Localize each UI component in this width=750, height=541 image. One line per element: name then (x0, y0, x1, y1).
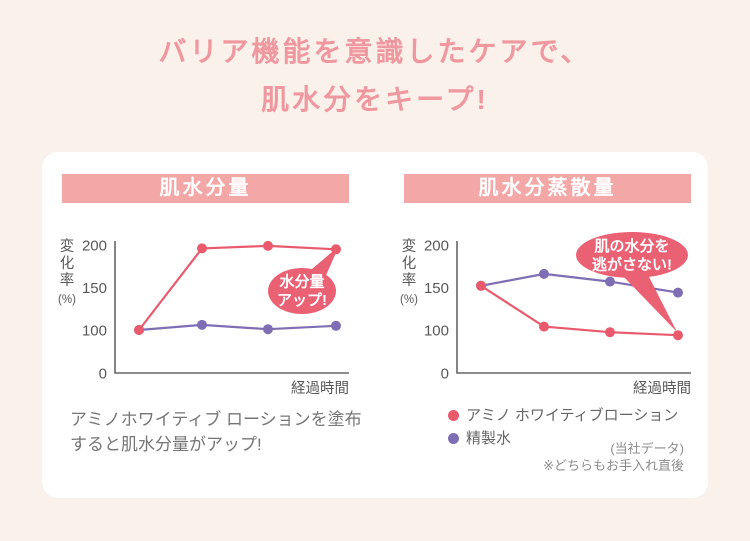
caption-line1: アミノホワイティブ ローションを塗布 (70, 410, 362, 429)
y-axis-label-char: 変 (60, 238, 75, 255)
content-card: 肌水分量 肌水分蒸散量 変化率 (%) 0 100 150 200 水分量 アップ! 経過時間 … (42, 152, 708, 498)
axes (456, 241, 691, 374)
data-point (134, 325, 144, 335)
water-dot-icon (448, 433, 459, 444)
series-line (480, 284, 679, 337)
data-point (263, 240, 273, 251)
chart-header-skin-moisture: 肌水分量 (62, 174, 349, 203)
y-axis-unit: (%) (58, 294, 76, 306)
data-point (331, 320, 341, 331)
y-tick-label: 100 (424, 323, 449, 340)
x-axis-label: 経過時間 (633, 380, 691, 397)
legend-label-lotion: アミノ ホワイティブローション (466, 407, 679, 424)
bubble-text-line2: アップ! (277, 292, 327, 309)
y-tick-label: 0 (99, 366, 107, 383)
y-tick-label: 150 (424, 280, 449, 297)
y-axis-label-char: 変 (402, 238, 417, 255)
speech-bubble (268, 268, 336, 314)
y-axis-label-char: 率 (60, 272, 75, 289)
caption-line2: すると肌水分量がアップ! (70, 435, 262, 454)
legend-item-lotion: アミノ ホワイティブローション (448, 407, 678, 424)
page-title-line2: 肌水分をキープ! (261, 84, 489, 115)
data-point (673, 330, 683, 341)
lotion-dot-icon (448, 410, 459, 421)
data-point (197, 319, 207, 330)
y-axis-label-char: 率 (402, 272, 417, 289)
data-point (263, 324, 273, 335)
y-axis-label-char: 化 (402, 255, 417, 272)
bubble-text-line2: 逃がさない! (592, 256, 672, 274)
bubble-text-line1: 肌の水分を (594, 237, 669, 255)
legend-label-water: 精製水 (466, 430, 512, 447)
data-point (476, 280, 486, 291)
speech-bubble (576, 232, 688, 278)
data-point (605, 327, 615, 338)
data-point (605, 276, 615, 287)
data-point (539, 268, 549, 279)
y-axis-unit: (%) (400, 294, 418, 306)
data-point (539, 321, 549, 332)
legend: アミノ ホワイティブローション 精製水 (448, 407, 678, 453)
y-tick-label: 200 (82, 238, 107, 255)
legend-item-water: 精製水 (448, 430, 678, 447)
y-tick-label: 0 (441, 366, 449, 383)
data-point (673, 287, 683, 298)
bubble-text-line1: 水分量 (279, 273, 324, 291)
notes: (当社データ) ※どちらもお手入れ直後 (543, 440, 684, 474)
y-tick-label: 200 (424, 238, 449, 255)
data-point (197, 243, 207, 254)
x-axis-label: 経過時間 (291, 380, 349, 397)
series-line (138, 244, 337, 331)
speech-bubble-tail (620, 271, 677, 332)
chart-header-moisture-evaporation: 肌水分蒸散量 (404, 174, 691, 203)
page-title: バリア機能を意識したケアで、 肌水分をキープ! (0, 28, 750, 124)
y-tick-label: 150 (82, 280, 107, 297)
axes (114, 241, 349, 374)
note-condition: ※どちらもお手入れ直後 (543, 458, 684, 473)
chart-caption: アミノホワイティブ ローションを塗布 すると肌水分量がアップ! (70, 407, 362, 457)
page-title-line1: バリア機能を意識したケアで、 (158, 36, 592, 67)
series-line (138, 323, 337, 332)
note-source: (当社データ) (610, 441, 684, 456)
y-axis-label-char: 化 (60, 255, 75, 272)
y-tick-label: 100 (82, 323, 107, 340)
